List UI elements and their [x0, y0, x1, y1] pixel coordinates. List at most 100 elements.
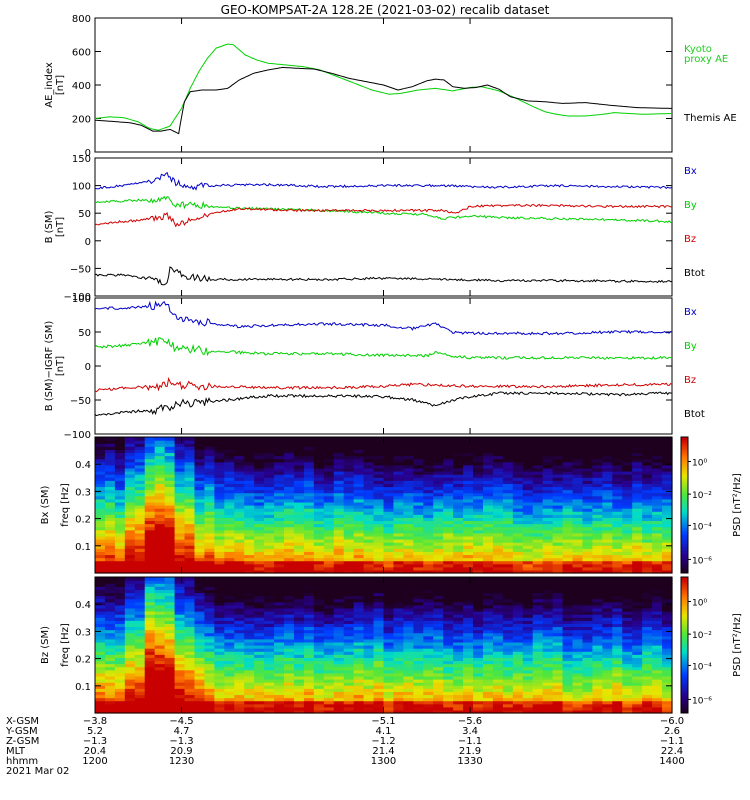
- spectrogram-cell: [264, 651, 275, 655]
- spectrogram-cell: [264, 477, 275, 481]
- spectrogram-cell: [413, 471, 424, 475]
- spectrogram-cell: [274, 580, 285, 584]
- spectrogram-cell: [662, 545, 673, 549]
- spectrogram-cell: [423, 539, 434, 543]
- spectrogram-cell: [562, 682, 574, 686]
- spectrogram-cell: [562, 669, 574, 674]
- spectrogram-cell: [383, 508, 395, 512]
- spectrogram-cell: [204, 679, 215, 683]
- spectrogram-cell: [482, 685, 494, 689]
- spectrogram-cell: [393, 505, 404, 509]
- spectrogram-cell: [204, 586, 215, 590]
- spectrogram-cell: [363, 660, 375, 665]
- spectrogram-cell: [214, 563, 225, 568]
- legend-label: Bx: [684, 307, 697, 318]
- spectrogram-cell: [134, 526, 146, 531]
- spectrogram-cell: [353, 489, 365, 494]
- spectrogram-cell: [114, 554, 126, 559]
- spectrogram-cell: [413, 626, 424, 631]
- spectrogram-cell: [562, 508, 574, 512]
- spectrogram-cell: [413, 660, 424, 665]
- spectrogram-cell: [453, 623, 464, 628]
- spectrogram-cell: [383, 526, 395, 531]
- spectrogram-cell: [552, 483, 564, 488]
- spectrogram-cell: [602, 535, 613, 540]
- spectrogram-cell: [313, 505, 325, 509]
- spectrogram-cell: [303, 580, 315, 584]
- spectrogram-cell: [512, 548, 524, 552]
- spectrogram-cell: [662, 532, 673, 537]
- spectrogram-cell: [463, 458, 474, 463]
- spectrogram-cell: [154, 505, 166, 509]
- spectrogram-cell: [642, 566, 653, 571]
- spectrogram-cell: [522, 709, 534, 714]
- spectrogram-cell: [343, 682, 355, 686]
- spectrogram-cell: [482, 545, 494, 549]
- spectrogram-cell: [194, 569, 206, 574]
- spectrogram-cell: [413, 526, 424, 531]
- spectrogram-cell: [154, 657, 166, 662]
- spectrogram-cell: [383, 604, 395, 609]
- spectrogram-cell: [532, 607, 544, 612]
- spectrogram-cell: [572, 495, 584, 500]
- spectrogram-cell: [492, 672, 504, 677]
- spectrogram-cell: [134, 577, 146, 581]
- spectrogram-cell: [403, 492, 414, 497]
- spectrogram-cell: [413, 583, 424, 587]
- spectrogram-cell: [303, 675, 315, 680]
- spectrogram-cell: [244, 691, 255, 696]
- spectrogram-cell: [214, 657, 225, 662]
- spectrogram-cell: [124, 626, 136, 631]
- spectrogram-cell: [652, 517, 663, 522]
- spectrogram-cell: [522, 569, 534, 574]
- spectrogram-cell: [144, 620, 156, 624]
- spectrogram-cell: [244, 663, 255, 668]
- spectrogram-cell: [323, 529, 335, 534]
- spectrogram-cell: [144, 535, 156, 540]
- spectrogram-cell: [373, 641, 385, 646]
- spectrogram-cell: [333, 583, 345, 587]
- spectrogram-cell: [204, 651, 215, 655]
- spectrogram-cell: [473, 611, 484, 615]
- spectrogram-cell: [652, 449, 663, 454]
- spectrogram-cell: [363, 554, 375, 559]
- spectrogram-cell: [492, 583, 504, 587]
- spectrogram-cell: [413, 523, 424, 528]
- spectrogram-cell: [164, 604, 176, 609]
- spectrogram-cell: [403, 641, 414, 646]
- spectrogram-cell: [114, 440, 126, 444]
- spectrogram-cell: [124, 703, 136, 708]
- spectrogram-cell: [313, 523, 325, 528]
- spectrogram-cell: [552, 604, 564, 609]
- spectrogram-cell: [383, 657, 395, 662]
- spectrogram-cell: [323, 694, 335, 699]
- spectrogram-cell: [144, 505, 156, 509]
- spectrogram-cell: [363, 623, 375, 628]
- spectrogram-cell: [423, 679, 434, 683]
- spectrogram-cell: [194, 511, 206, 515]
- spectrogram-cell: [224, 535, 235, 540]
- spectrogram-cell: [333, 672, 345, 677]
- spectrogram-cell: [124, 694, 136, 699]
- spectrogram-cell: [303, 660, 315, 665]
- spectrogram-cell: [532, 467, 544, 472]
- spectrogram-cell: [373, 480, 385, 484]
- spectrogram-cell: [313, 629, 325, 634]
- spectrogram-cell: [204, 455, 215, 460]
- spectrogram-cell: [622, 477, 633, 481]
- spectrogram-cell: [652, 467, 663, 472]
- spectrogram-cell: [244, 492, 255, 497]
- spectrogram-cell: [562, 480, 574, 484]
- spectrogram-cell: [492, 632, 504, 637]
- spectrogram-cell: [95, 477, 106, 481]
- spectrogram-cell: [303, 498, 315, 503]
- spectrogram-cell: [164, 486, 176, 491]
- spectrogram-cell: [333, 467, 345, 472]
- spectrogram-cell: [224, 523, 235, 528]
- spectrogram-cell: [363, 492, 375, 497]
- spectrogram-cell: [214, 529, 225, 534]
- spectrogram-cell: [443, 563, 454, 568]
- spectrogram-cell: [463, 629, 474, 634]
- spectrogram-cell: [124, 464, 136, 469]
- spectrogram-cell: [104, 669, 116, 674]
